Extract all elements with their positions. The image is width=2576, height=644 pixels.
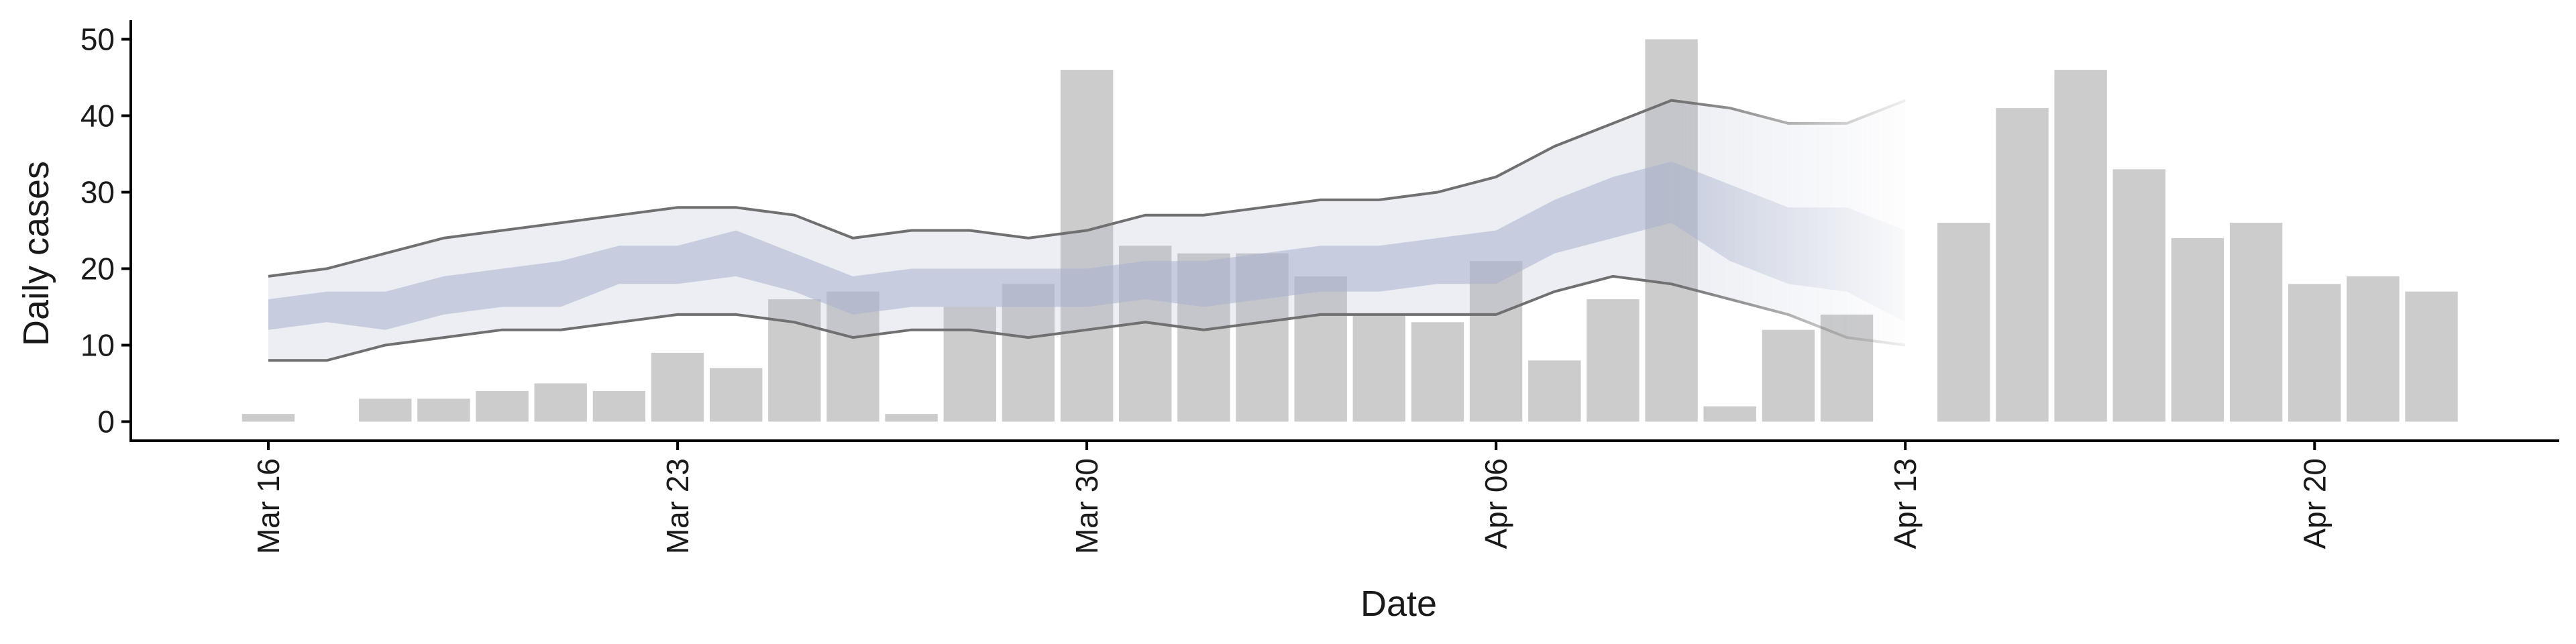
- y-tick-label-0: 0: [97, 405, 115, 439]
- bar-2020-04-06: [1469, 261, 1523, 422]
- inner-interval-band: [268, 161, 1906, 330]
- axes-layer: 0 10 20 30 40 50 Mar 16 Mar 23 Mar 30 Apr 06 Apr 1…: [80, 20, 2559, 554]
- bar-2020-04-20: [2288, 284, 2341, 422]
- bar-2020-04-10: [1703, 406, 1756, 422]
- bar-2020-04-19: [2229, 223, 2283, 422]
- lower-bound-line: [268, 274, 1906, 362]
- y-tick-label-10: 10: [80, 328, 115, 363]
- bar-2020-04-04: [1352, 314, 1405, 422]
- y-tick-label-30: 30: [80, 175, 115, 210]
- bar-2020-04-12: [1820, 314, 1874, 422]
- bar-2020-04-11: [1762, 329, 1815, 422]
- estimate-layer: [268, 99, 1906, 362]
- bar-2020-04-16: [2054, 70, 2107, 422]
- bar-2020-03-16: [241, 414, 295, 422]
- bar-2020-04-14: [1937, 223, 1990, 422]
- bar-2020-03-22: [592, 390, 646, 422]
- bar-2020-04-03: [1294, 276, 1347, 422]
- upper-bound-line: [268, 99, 1906, 278]
- x-tick-label-Mar 23: Mar 23: [660, 458, 695, 554]
- bar-2020-03-30: [1060, 70, 1114, 422]
- bar-2020-03-27: [885, 414, 938, 422]
- bar-2020-03-21: [534, 383, 587, 422]
- y-tick-label-20: 20: [80, 252, 115, 286]
- bar-2020-04-22: [2405, 291, 2458, 422]
- bar-2020-04-21: [2347, 276, 2400, 422]
- y-tick-label-40: 40: [80, 99, 115, 133]
- bar-2020-03-23: [651, 352, 704, 422]
- x-tick-label-Mar 16: Mar 16: [251, 458, 286, 554]
- x-axis-title: Date: [1360, 584, 1437, 624]
- bar-2020-03-19: [417, 398, 470, 422]
- bar-2020-04-15: [1996, 108, 2049, 422]
- bar-2020-04-17: [2112, 169, 2165, 422]
- y-axis-title: Daily cases: [16, 161, 56, 346]
- bar-2020-04-18: [2171, 237, 2224, 422]
- x-tick-label-Mar 30: Mar 30: [1069, 458, 1104, 554]
- x-tick-label-Apr 13: Apr 13: [1888, 458, 1923, 549]
- bar-2020-04-07: [1528, 360, 1581, 422]
- bar-2020-03-20: [476, 390, 529, 422]
- x-tick-label-Apr 20: Apr 20: [2297, 458, 2332, 549]
- y-tick-label-50: 50: [80, 22, 115, 57]
- bar-2020-03-28: [943, 307, 996, 422]
- x-tick-label-Apr 06: Apr 06: [1479, 458, 1513, 549]
- bar-2020-04-05: [1411, 322, 1464, 422]
- bar-2020-03-18: [359, 398, 412, 422]
- bar-2020-04-08: [1587, 299, 1640, 422]
- bar-2020-03-24: [710, 368, 763, 422]
